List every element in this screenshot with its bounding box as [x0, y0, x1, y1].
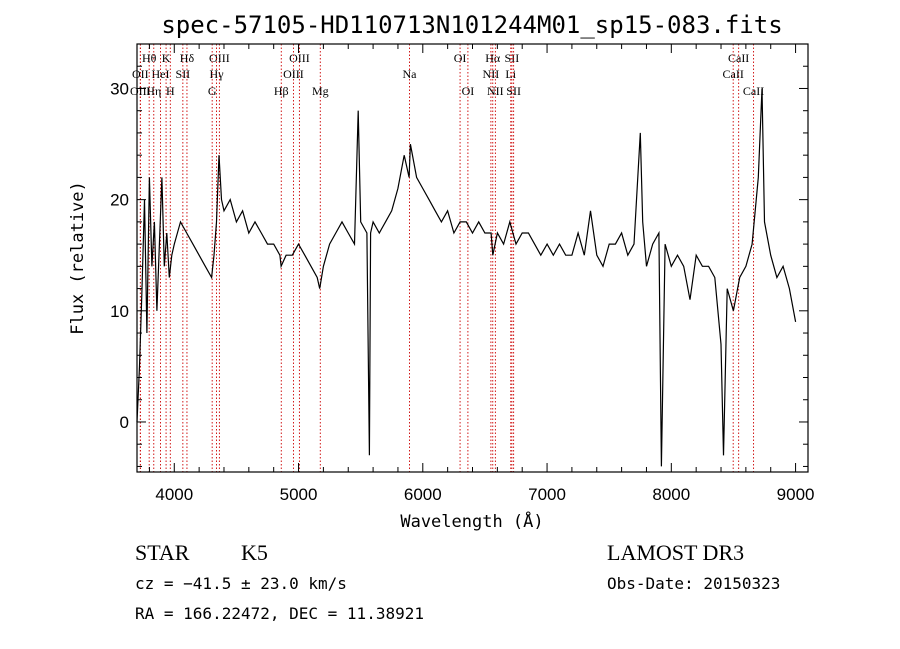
survey-label: LAMOST DR3	[607, 540, 744, 565]
y-tick-label: 10	[110, 302, 129, 321]
chart-title: spec-57105-HD110713N101244M01_sp15-083.f…	[161, 11, 782, 39]
line-marker-label: OIII	[283, 67, 304, 81]
obs-date-label: Obs-Date: 20150323	[607, 574, 780, 593]
plot-frame	[136, 43, 809, 473]
y-tick-label: 0	[120, 413, 129, 432]
y-tick-label: 30	[110, 79, 129, 98]
line-marker-label: SII	[176, 67, 191, 81]
line-marker-label: HeI	[151, 67, 169, 81]
line-marker-label: Na	[403, 67, 418, 81]
line-marker-label: Hγ	[210, 67, 225, 81]
x-tick-label: 5000	[280, 485, 318, 504]
line-marker-label: NII	[483, 67, 500, 81]
axis-ticks: 4000 5000 6000 7000 8000 9000 0 10 20 30	[110, 43, 815, 504]
line-marker-label: Mg	[312, 84, 329, 98]
coordinates-label: RA = 166.22472, DEC = 11.38921	[135, 604, 424, 623]
line-marker-label: K	[162, 51, 171, 65]
line-marker-label: SII	[506, 84, 521, 98]
line-marker-label: OI	[462, 84, 475, 98]
subclass-label: K5	[241, 540, 268, 565]
x-axis-label: Wavelength (Å)	[400, 510, 543, 532]
y-axis-label: Flux (relative)	[68, 181, 88, 335]
x-tick-label: 6000	[404, 485, 442, 504]
redshift-label: cz = −41.5 ± 23.0 km/s	[135, 574, 347, 593]
line-marker-label: OIII	[289, 51, 310, 65]
line-marker-label: OIII	[130, 84, 151, 98]
x-tick-label: 7000	[528, 485, 566, 504]
line-marker-label: Hη	[146, 84, 161, 98]
y-tick-label: 20	[110, 191, 129, 210]
line-marker-label: Hθ	[142, 51, 157, 65]
line-marker-label: SII	[505, 51, 520, 65]
line-marker-label: OII	[132, 67, 149, 81]
line-marker-label: Hβ	[274, 84, 289, 98]
spectrum-line	[136, 88, 797, 467]
x-tick-label: 9000	[777, 485, 815, 504]
line-marker-label: CaII	[723, 67, 744, 81]
line-marker-label: Hα	[485, 51, 501, 65]
line-marker-label: Li	[505, 67, 516, 81]
line-marker-label: CaII	[728, 51, 749, 65]
line-marker-label: H	[166, 84, 175, 98]
line-marker-label: CaII	[743, 84, 764, 98]
class-label: STAR	[135, 540, 190, 565]
line-marker-label: OIII	[209, 51, 230, 65]
x-tick-label: 4000	[155, 485, 193, 504]
line-marker-label: Hδ	[180, 51, 195, 65]
line-marker-label: NII	[487, 84, 504, 98]
x-tick-label: 8000	[652, 485, 690, 504]
spectrum-series	[136, 88, 797, 467]
line-marker-label: OI	[454, 51, 467, 65]
line-marker-label: G	[208, 84, 217, 98]
